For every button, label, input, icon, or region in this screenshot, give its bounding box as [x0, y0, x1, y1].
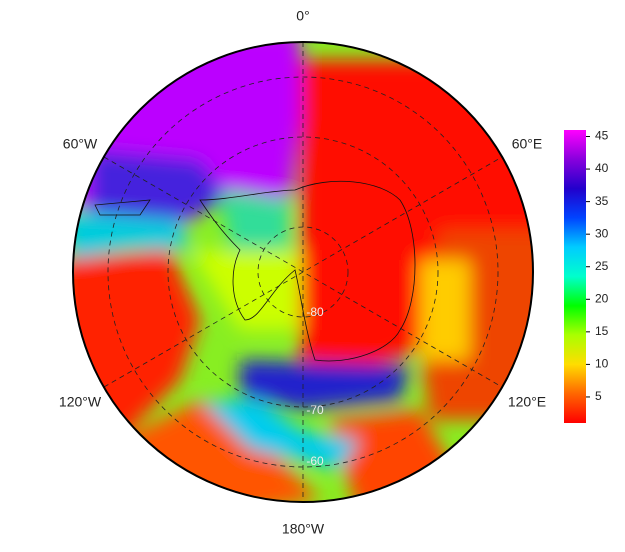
colorbar-tick-label: 45 — [595, 129, 609, 143]
latitude-label: -80 — [306, 305, 324, 319]
meridian-label: 180°W — [282, 521, 325, 537]
colorbar-tick-label: 15 — [595, 324, 609, 338]
latitude-label: -70 — [306, 403, 324, 417]
colorbar-gradient — [564, 130, 586, 423]
map-border — [72, 41, 534, 503]
latitude-label: -60 — [306, 454, 324, 468]
colorbar-tick-label: 20 — [595, 291, 609, 305]
meridian-label: 60°W — [63, 136, 98, 152]
meridian-label: 60°E — [512, 136, 543, 152]
colorbar-tick-label: 25 — [595, 259, 609, 273]
colorbar-tick-label: 10 — [595, 357, 609, 371]
field — [73, 42, 533, 502]
colorbar-tick-label: 40 — [595, 161, 609, 175]
colorbar: 5 10 15 20 25 30 35 40 45 — [564, 129, 609, 423]
colorbar-tick-label: 30 — [595, 226, 609, 240]
meridian-label: 120°E — [508, 394, 546, 410]
colorbar-tick-label: 35 — [595, 194, 609, 208]
colorbar-tick-label: 5 — [595, 389, 602, 403]
meridian-label: 0° — [296, 8, 309, 24]
meridian-label: 120°W — [59, 394, 102, 410]
graticule — [103, 42, 503, 502]
